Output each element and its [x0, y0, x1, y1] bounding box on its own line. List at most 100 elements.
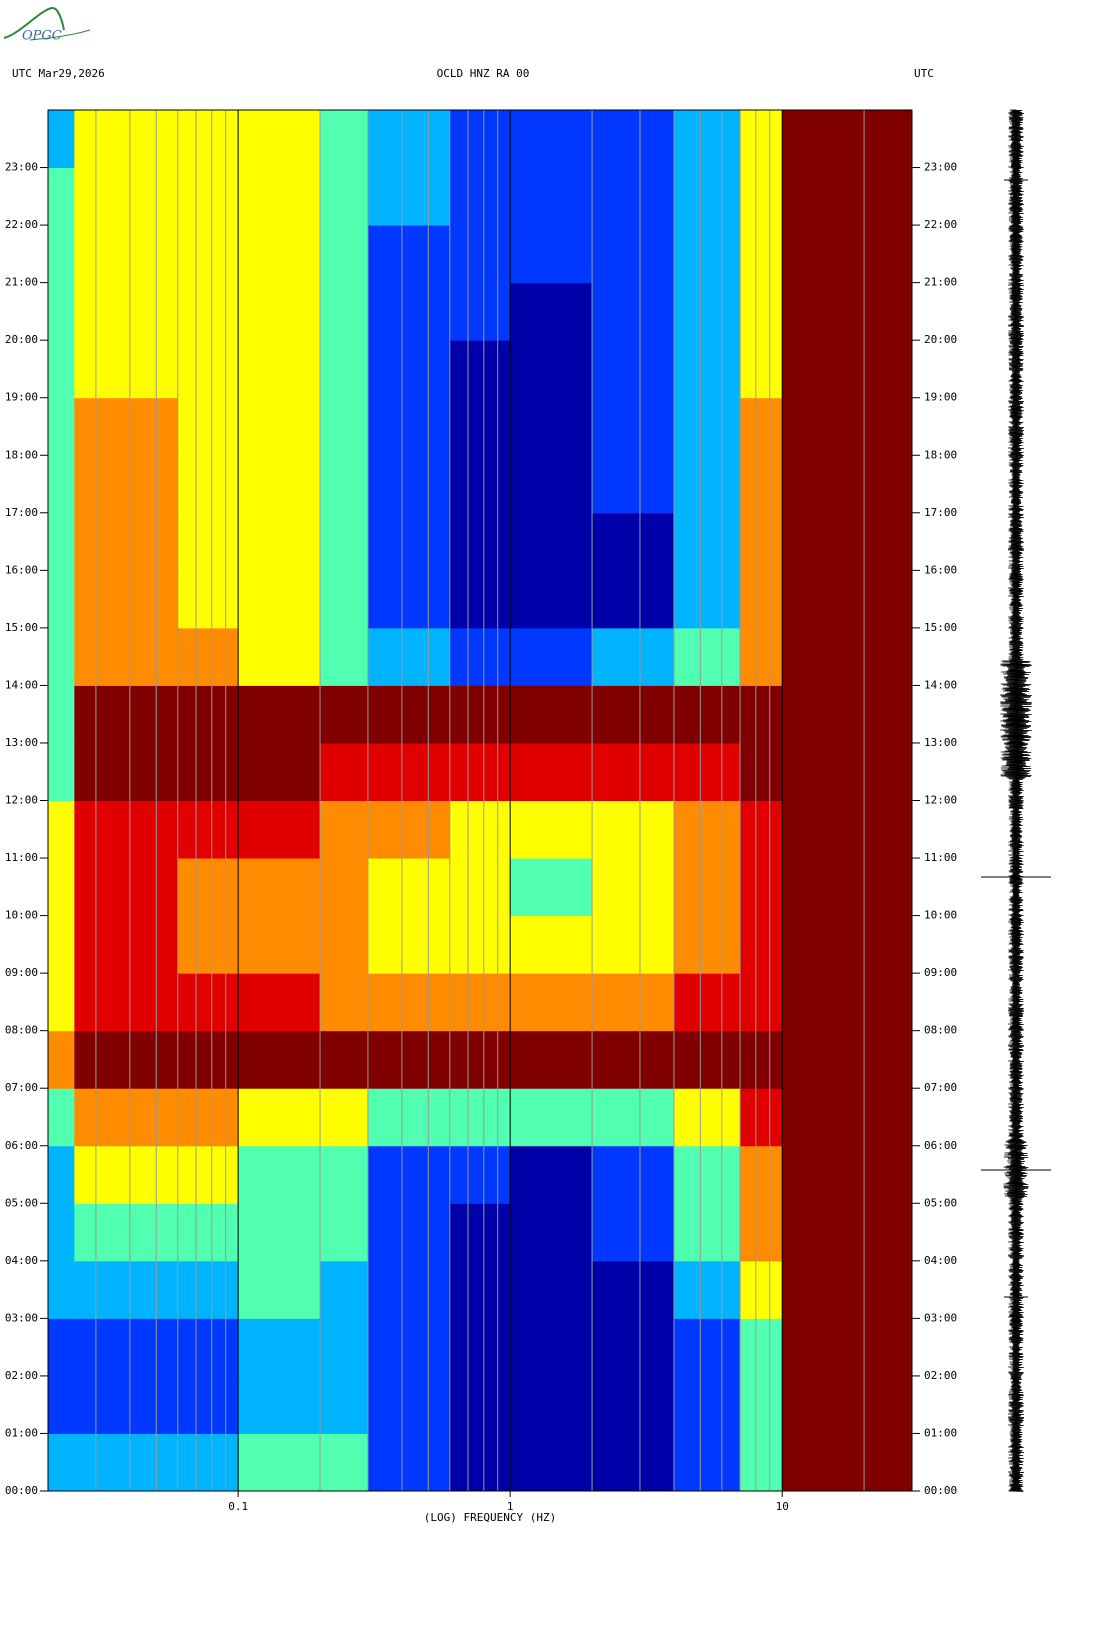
cell — [782, 167, 913, 226]
cell — [449, 800, 511, 859]
cell — [510, 1318, 593, 1377]
cell — [74, 1375, 179, 1434]
cell — [48, 1030, 75, 1089]
cell — [367, 1433, 451, 1492]
cell — [367, 1260, 451, 1319]
cell — [673, 1375, 741, 1434]
cell — [367, 627, 451, 686]
cell — [510, 1375, 593, 1434]
cell — [238, 800, 321, 859]
cell — [740, 167, 783, 226]
cell — [782, 225, 913, 284]
y-tick-label: 21:00 — [5, 276, 38, 289]
cell — [367, 1088, 451, 1147]
y-tick-label: 00:00 — [924, 1484, 957, 1497]
cell — [592, 973, 675, 1032]
cell — [367, 742, 451, 801]
cell — [48, 1088, 75, 1147]
cell — [740, 685, 783, 744]
seismogram-trace — [1000, 109, 1032, 1492]
cell — [782, 570, 913, 629]
cell — [449, 858, 511, 917]
date-label: UTC Mar29,2026 — [12, 67, 105, 80]
cell — [673, 1203, 741, 1262]
cell — [238, 858, 321, 917]
cell — [177, 282, 239, 341]
cell — [367, 512, 451, 571]
cell — [449, 340, 511, 399]
cell — [449, 685, 511, 744]
cell — [177, 1088, 239, 1147]
cell — [74, 110, 179, 169]
cell — [74, 1318, 179, 1377]
cell — [48, 455, 75, 514]
cell — [673, 1145, 741, 1204]
cell — [673, 1030, 741, 1089]
cell — [238, 167, 321, 226]
cell — [238, 397, 321, 456]
cell — [238, 1433, 321, 1492]
cell — [449, 915, 511, 974]
cell — [238, 1088, 321, 1147]
cell — [740, 1375, 783, 1434]
cell — [673, 800, 741, 859]
cell — [367, 915, 451, 974]
cell — [592, 1318, 675, 1377]
cell — [449, 1203, 511, 1262]
cell — [673, 1433, 741, 1492]
cell — [449, 110, 511, 169]
cell — [740, 742, 783, 801]
cell — [510, 397, 593, 456]
cell — [74, 340, 179, 399]
cell — [782, 1433, 913, 1492]
y-tick-label: 20:00 — [5, 333, 38, 346]
cell — [48, 397, 75, 456]
cell — [510, 1030, 593, 1089]
logo: OPGC — [3, 7, 91, 44]
y-tick-label: 21:00 — [924, 276, 957, 289]
cell — [48, 1318, 75, 1377]
cell — [177, 455, 239, 514]
y-tick-label: 18:00 — [924, 448, 957, 461]
y-tick-label: 10:00 — [5, 909, 38, 922]
plot: 0.1 1 10 00:00 00:00 01:00 01:00 02:00 02:00 03:0… — [5, 109, 957, 1513]
cell — [238, 627, 321, 686]
y-tick-label: 09:00 — [5, 966, 38, 979]
cell — [320, 858, 369, 917]
cell — [177, 397, 239, 456]
cell — [177, 570, 239, 629]
cell — [673, 1318, 741, 1377]
cell — [740, 1260, 783, 1319]
cell — [238, 455, 321, 514]
cell — [48, 627, 75, 686]
cell — [320, 627, 369, 686]
cell — [74, 167, 179, 226]
cell — [782, 455, 913, 514]
y-tick-label: 02:00 — [924, 1369, 957, 1382]
cell — [74, 973, 179, 1032]
logo-swoosh — [29, 29, 91, 41]
cell — [74, 742, 179, 801]
cell — [48, 800, 75, 859]
cell — [449, 570, 511, 629]
cell — [673, 742, 741, 801]
cell — [592, 627, 675, 686]
y-tick-label: 03:00 — [924, 1311, 957, 1324]
y-tick-label: 06:00 — [5, 1139, 38, 1152]
logo-text: OPGC — [22, 29, 62, 44]
cell — [782, 742, 913, 801]
cell — [592, 1088, 675, 1147]
cell — [510, 1260, 593, 1319]
cell — [510, 282, 593, 341]
cell — [238, 340, 321, 399]
cell — [449, 742, 511, 801]
cell — [782, 627, 913, 686]
cell — [320, 685, 369, 744]
cell — [320, 570, 369, 629]
cell — [782, 512, 913, 571]
chart-title: OCLD HNZ RA 00 — [437, 67, 530, 80]
cell — [510, 973, 593, 1032]
cell — [673, 858, 741, 917]
cell — [177, 1375, 239, 1434]
